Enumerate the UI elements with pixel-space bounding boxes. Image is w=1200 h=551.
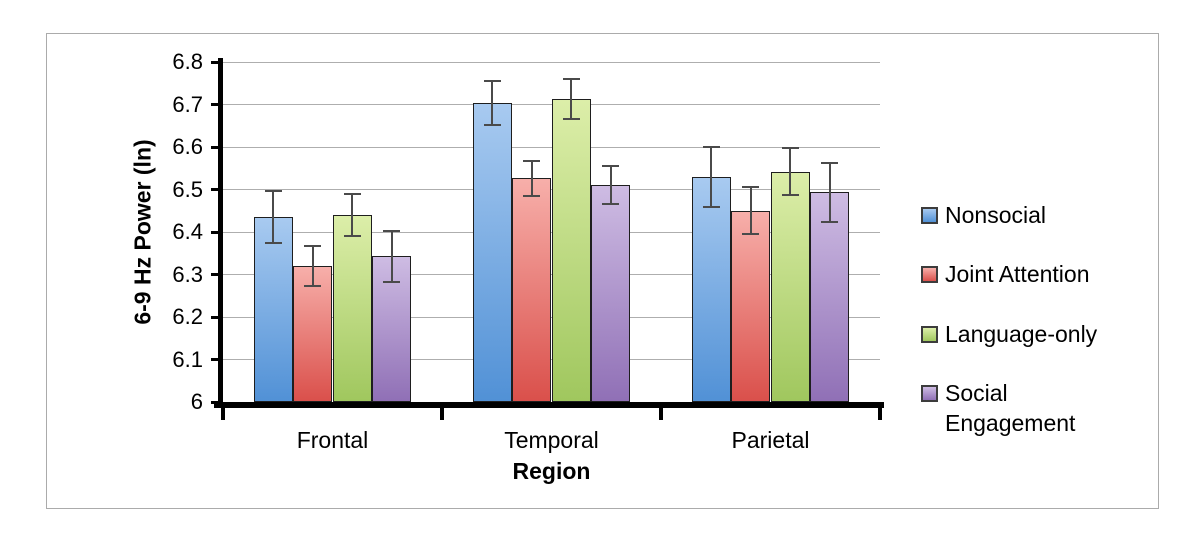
y-tick [211,358,222,361]
error-bar-cap-top [523,159,541,162]
bar-frontal-language-only [332,215,372,402]
legend-swatch-language-only-icon [921,325,938,343]
error-bar-cap-top [702,146,720,148]
error-bar-cap-top [383,229,401,232]
error-bar-cap-top [781,147,799,150]
error-bar-cap-bottom [383,280,401,283]
bar-parietal-social-engagement [809,192,850,402]
legend-swatch-social-engagement-icon [921,384,938,402]
y-tick-label: 6 [190,389,203,414]
error-bar-frontal-social-engagement [390,230,393,282]
x-tick [221,408,225,420]
error-bar-temporal-joint-attention [530,160,533,197]
legend-swatch-joint-attention-icon [921,266,938,284]
error-bar-cap-bottom [781,194,799,197]
error-bar-cap-top [483,80,501,83]
y-tick-label: 6.1 [172,346,203,372]
legend-item-language-only: Language-only [921,319,1105,349]
bar-parietal-nonsocial [691,176,732,402]
error-bar-cap-bottom [742,233,760,236]
x-axis-line [214,402,884,408]
bar-temporal-social-engagement [590,184,631,402]
error-bar-cap-bottom [602,202,620,205]
legend-item-nonsocial: Nonsocial [921,200,1105,230]
x-category-label-frontal: Frontal [296,427,369,453]
y-tick [211,145,222,149]
error-bar-frontal-nonsocial [272,190,275,244]
error-bar-cap-bottom [523,195,541,198]
y-tick-label: 6.6 [172,134,203,159]
error-bar-parietal-social-engagement [828,162,831,223]
legend-item-social-engagement: Social Engagement [921,378,1105,438]
error-bar-cap-bottom [343,235,361,238]
y-tick-label: 6.7 [172,91,203,117]
error-bar-cap-bottom [702,205,720,208]
x-tick [878,408,882,420]
error-bar-temporal-language-only [570,78,573,120]
y-tick [211,315,222,319]
y-tick [211,188,222,191]
error-bar-cap-top [264,189,282,192]
x-category-label-parietal: Parietal [731,427,810,453]
legend-label: Nonsocial [945,202,1046,228]
error-bar-cap-top [343,192,361,195]
error-bar-temporal-social-engagement [609,165,612,204]
y-tick-label: 6.2 [172,304,203,329]
gridline-6.8 [223,61,880,63]
legend-label: Social Engagement [945,379,1076,436]
legend-label: Joint Attention [945,261,1090,288]
figure-frame: 6 6.1 6.2 6.3 6.4 6.5 6.6 6.7 6.8 Frontal Temporal… [46,33,1159,509]
error-bar-cap-bottom [483,124,501,127]
y-tick [211,60,222,64]
error-bar-parietal-language-only [789,148,792,196]
bar-frontal-nonsocial [253,217,294,402]
y-tick-label: 6.5 [172,176,203,202]
error-bar-cap-bottom [304,285,322,288]
error-bar-cap-top [304,244,322,247]
error-bar-cap-bottom [264,242,282,245]
error-bar-cap-top [602,164,620,167]
y-tick [211,103,222,106]
bar-temporal-joint-attention [512,178,552,402]
error-bar-temporal-nonsocial [491,81,494,126]
error-bar-parietal-nonsocial [710,147,713,207]
y-axis-line [218,58,223,408]
error-bar-frontal-joint-attention [311,245,314,287]
bar-parietal-joint-attention [731,210,771,402]
legend-label: Language-only [945,320,1098,347]
y-tick [211,273,222,276]
legend-item-joint-attention: Joint Attention [921,259,1105,289]
legend-swatch-nonsocial-icon [921,207,938,224]
x-category-label-temporal: Temporal [504,427,599,453]
y-tick [211,230,222,234]
bar-frontal-joint-attention [293,266,333,402]
error-bar-cap-top [821,161,839,164]
x-tick [659,408,663,420]
y-axis-title: 6-9 Hz Power (ln) [129,139,156,325]
bar-temporal-nonsocial [472,103,513,402]
x-tick [440,408,444,420]
y-tick-label: 6.4 [172,219,203,244]
bar-temporal-language-only [551,98,591,402]
error-bar-cap-top [742,186,760,189]
y-tick-label: 6.8 [172,49,203,74]
y-tick-label: 6.3 [172,261,203,287]
error-bar-cap-top [562,77,580,80]
error-bar-parietal-joint-attention [749,187,752,235]
error-bar-cap-bottom [562,118,580,121]
error-bar-cap-bottom [821,221,839,224]
error-bar-frontal-language-only [351,193,354,237]
x-axis-title: Region [512,458,591,484]
bar-parietal-language-only [770,171,810,402]
